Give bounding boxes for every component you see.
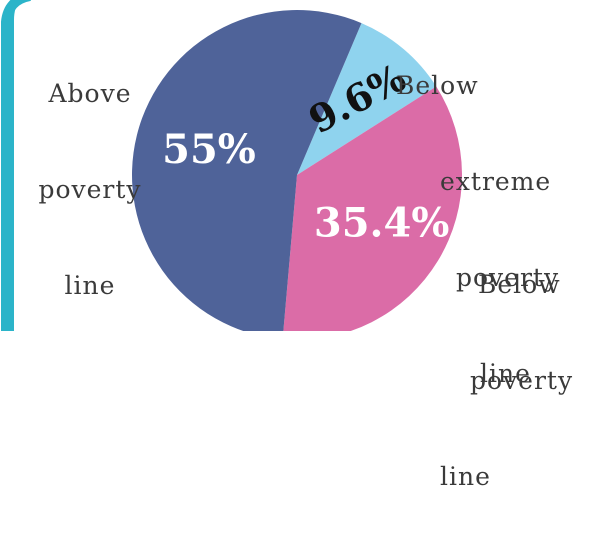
- label-below-line2: poverty: [470, 366, 574, 395]
- label-extreme-line1: Below: [396, 71, 479, 100]
- chart-frame: 9.6%35.4%55%: [1, 0, 462, 331]
- label-extreme-line3: poverty: [456, 263, 560, 292]
- frame-accent-top: [1, 0, 32, 331]
- label-below-line3: line: [440, 462, 491, 491]
- label-below-line1: Below: [478, 270, 561, 299]
- label-above-line1: Above: [48, 79, 132, 108]
- pie-slice-above-poverty-line: [132, 10, 362, 331]
- pie-value-label-below-poverty-line: 35.4%: [314, 199, 449, 246]
- label-above-line3: line: [64, 271, 116, 300]
- label-above-line2: poverty: [38, 175, 142, 204]
- pie-slice-below-extreme-poverty-line: [297, 23, 437, 175]
- chart-panel: 9.6% 35.4% 55% Above poverty line Below ex…: [1, 0, 572, 491]
- label-extreme-line2: extreme: [440, 167, 552, 196]
- label-below-poverty-line: Below poverty line: [440, 205, 590, 557]
- label-above-poverty-line: Above poverty line: [20, 14, 160, 366]
- pie-slice-below-poverty-line: [283, 86, 462, 331]
- pie-chart: 9.6%35.4%55%: [132, 10, 462, 331]
- pie-value-label-above-poverty-line: 55%: [162, 126, 256, 173]
